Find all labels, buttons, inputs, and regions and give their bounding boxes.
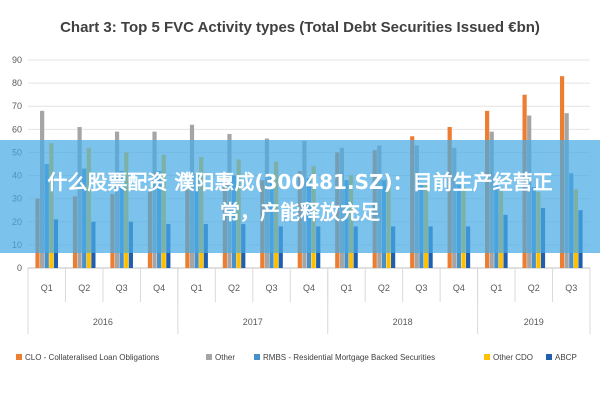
x-tick-label: Q4 bbox=[153, 283, 165, 293]
x-tick-label: Q3 bbox=[116, 283, 128, 293]
legend-label: Other CDO bbox=[493, 353, 533, 362]
year-label: 2019 bbox=[524, 317, 544, 327]
overlay-banner-text: 什么股票配资 濮阳惠成(300481.SZ)：目前生产经营正常，产能释放充足 bbox=[47, 169, 553, 224]
x-tick-label: Q2 bbox=[228, 283, 240, 293]
legend-label: CLO - Collateralised Loan Obligations bbox=[25, 353, 159, 362]
legend-label: Other bbox=[215, 353, 235, 362]
legend-swatch bbox=[206, 354, 212, 360]
y-tick-label: 70 bbox=[12, 101, 22, 111]
legend-label: ABCP bbox=[555, 353, 577, 362]
legend-label: RMBS - Residential Mortgage Backed Secur… bbox=[263, 353, 435, 362]
legend-swatch bbox=[484, 354, 490, 360]
year-label: 2016 bbox=[93, 317, 113, 327]
x-tick-label: Q2 bbox=[528, 283, 540, 293]
x-tick-label: Q1 bbox=[191, 283, 203, 293]
legend-swatch bbox=[16, 354, 22, 360]
x-tick-label: Q2 bbox=[378, 283, 390, 293]
year-label: 2017 bbox=[243, 317, 263, 327]
x-tick-label: Q1 bbox=[41, 283, 53, 293]
x-tick-label: Q3 bbox=[565, 283, 577, 293]
y-tick-label: 60 bbox=[12, 124, 22, 134]
x-tick-label: Q4 bbox=[453, 283, 465, 293]
overlay-banner: 什么股票配资 濮阳惠成(300481.SZ)：目前生产经营正常，产能释放充足 bbox=[0, 140, 600, 253]
chart-title: Chart 3: Top 5 FVC Activity types (Total… bbox=[60, 19, 540, 36]
y-tick-label: 90 bbox=[12, 55, 22, 65]
x-axis: Q1 Q2 Q3 Q4 Q1 Q2 Q3 Q4 Q1 Q2 Q3 Q4 Q1 Q2 Q3 2016 2017 20… bbox=[27, 268, 591, 334]
y-tick-label: 80 bbox=[12, 78, 22, 88]
x-tick-label: Q1 bbox=[340, 283, 352, 293]
x-tick-label: Q4 bbox=[303, 283, 315, 293]
x-tick-label: Q3 bbox=[266, 283, 278, 293]
y-tick-label: 0 bbox=[17, 263, 22, 273]
x-tick-label: Q1 bbox=[490, 283, 502, 293]
legend-swatch bbox=[254, 354, 260, 360]
x-tick-label: Q3 bbox=[415, 283, 427, 293]
legend: CLO - Collateralised Loan Obligations Oth… bbox=[16, 353, 577, 362]
x-tick-label: Q2 bbox=[78, 283, 90, 293]
legend-swatch bbox=[546, 354, 552, 360]
year-label: 2018 bbox=[393, 317, 413, 327]
